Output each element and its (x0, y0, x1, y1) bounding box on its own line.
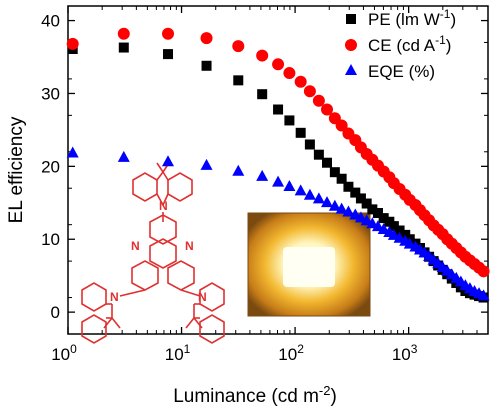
eqe-point (321, 196, 334, 208)
eqe-point (272, 175, 285, 187)
mol-n-top: N (159, 199, 168, 213)
pe-point (329, 167, 340, 178)
ce-point (232, 40, 245, 53)
ce-point (312, 94, 325, 107)
eqe-point (335, 202, 348, 214)
y-tick-label: 10 (41, 230, 60, 249)
pe-point (367, 204, 378, 215)
ce-point (303, 85, 316, 98)
pe-point (322, 157, 333, 168)
eqe-point (256, 169, 269, 181)
pe-point (304, 139, 315, 150)
x-tick-label: 102 (278, 342, 304, 364)
pe-point (336, 173, 347, 184)
mol-n-bottom-right: N (198, 290, 207, 304)
axis-ticks (67, 5, 489, 335)
ce-point (272, 58, 285, 71)
pe-point (284, 115, 295, 126)
x-tick-label: 100 (51, 342, 77, 364)
ce-point (200, 32, 213, 45)
mol-n-right: N (185, 239, 194, 253)
eqe-point (328, 199, 341, 211)
y-axis-title: EL efficiency (6, 116, 27, 223)
pe-point (378, 213, 389, 224)
pe-point (257, 89, 268, 100)
eqe-point (312, 192, 325, 204)
eqe-point (117, 150, 130, 162)
x-tick-label: 103 (392, 342, 418, 364)
pe-point (394, 225, 405, 236)
legend-label-ce: CE (cd A-1) (368, 33, 451, 55)
mol-n-bottom-left: N (110, 290, 119, 304)
device-photo-inset (247, 212, 371, 317)
pe-point (273, 104, 284, 115)
eqe-point (66, 146, 79, 158)
x-tick-label: 101 (165, 342, 191, 364)
series-triangle (66, 146, 490, 301)
ce-point (162, 27, 175, 40)
ce-point (66, 37, 79, 50)
data-marks (66, 27, 490, 303)
pe-point (355, 193, 366, 204)
pe-point (372, 208, 383, 219)
molecule-atom-labels: N N N N N (110, 199, 207, 304)
legend: PE (lm W-1) CE (cd A-1) EQE (%) (345, 7, 456, 81)
pe-point (233, 75, 244, 86)
eqe-point (303, 188, 316, 200)
eqe-point (294, 184, 307, 196)
legend-label-eqe: EQE (%) (368, 62, 435, 81)
pe-point (361, 198, 372, 209)
pe-point (388, 221, 399, 232)
pe-point (201, 60, 212, 71)
ce-point (294, 75, 307, 88)
ce-point (283, 67, 296, 80)
ce-point (335, 119, 348, 132)
eqe-point (200, 158, 213, 170)
pe-point (343, 181, 354, 192)
legend-marker-pe (346, 14, 356, 24)
ce-point (117, 27, 130, 40)
pe-point (350, 187, 361, 198)
ce-point (256, 49, 269, 62)
x-axis-title: Luminance (cd m-2) (173, 383, 337, 408)
y-tick-label: 30 (41, 84, 60, 103)
series-circle (66, 27, 490, 278)
molecule-structure-inset (81, 162, 225, 344)
legend-label-pe: PE (lm W-1) (368, 7, 456, 29)
x-tick-labels: 100 101 102 103 (51, 342, 418, 364)
y-tick-labels: 0 10 20 30 40 (41, 12, 60, 323)
pe-point (313, 149, 324, 160)
y-tick-label: 20 (41, 157, 60, 176)
legend-marker-ce (345, 39, 357, 51)
ce-point (321, 103, 334, 116)
eqe-point (283, 180, 296, 192)
ce-point (477, 265, 490, 278)
eqe-point (342, 205, 355, 217)
y-tick-label: 0 (51, 303, 60, 322)
y-tick-label: 40 (41, 12, 60, 31)
eqe-point (232, 164, 245, 176)
mol-n-left: N (131, 239, 140, 253)
pe-point (118, 42, 129, 53)
legend-marker-eqe (345, 64, 357, 75)
pe-point (163, 49, 174, 60)
eqe-point (162, 155, 175, 167)
pe-point (295, 127, 306, 138)
eqe-point (477, 289, 490, 301)
